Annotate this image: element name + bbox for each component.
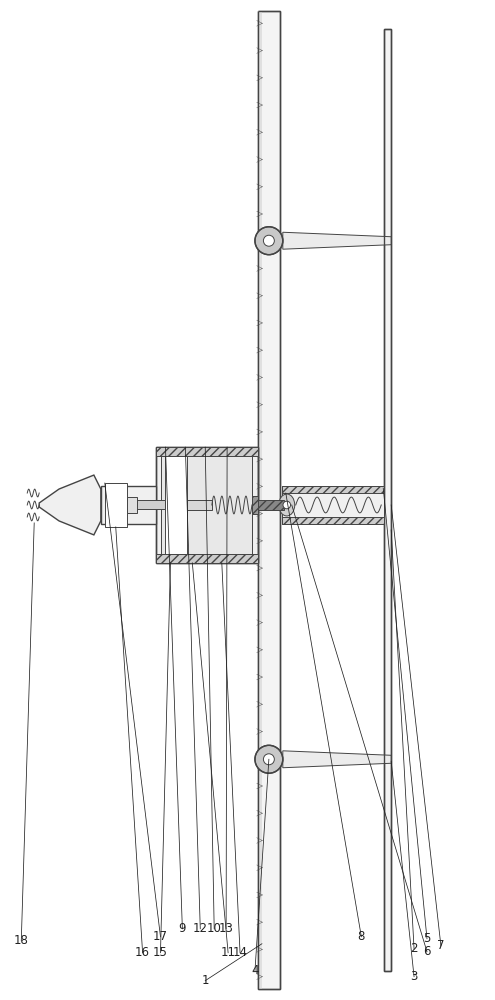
Text: 14: 14 (233, 946, 248, 959)
Text: 12: 12 (193, 922, 208, 935)
Bar (282, 486, 384, 493)
Bar (187, 500, 212, 510)
Ellipse shape (279, 494, 295, 516)
Polygon shape (283, 232, 391, 249)
Polygon shape (101, 486, 155, 524)
Bar (282, 486, 384, 524)
Text: 16: 16 (135, 946, 150, 959)
Bar (161, 456, 252, 554)
Text: 1: 1 (201, 974, 209, 987)
Bar (155, 447, 258, 563)
Text: 13: 13 (219, 922, 234, 935)
Bar (127, 500, 165, 509)
Text: 7: 7 (437, 939, 445, 952)
Circle shape (255, 227, 283, 255)
Bar (127, 497, 137, 513)
Text: 9: 9 (179, 922, 186, 935)
Text: 2: 2 (410, 942, 418, 955)
Bar (258, 500, 284, 510)
Text: 6: 6 (423, 945, 431, 958)
Polygon shape (39, 475, 101, 535)
Text: 15: 15 (153, 946, 168, 959)
Polygon shape (283, 751, 391, 768)
Text: 11: 11 (221, 946, 236, 959)
Bar (105, 483, 127, 527)
Text: 8: 8 (358, 930, 365, 943)
Bar (384, 29, 391, 971)
Text: 10: 10 (207, 922, 222, 935)
Text: 4: 4 (251, 964, 259, 977)
Bar (258, 11, 262, 989)
Text: 17: 17 (153, 930, 168, 943)
Bar (258, 11, 280, 989)
Circle shape (263, 235, 274, 246)
Text: 5: 5 (423, 932, 431, 945)
Bar (165, 456, 187, 554)
Circle shape (283, 501, 291, 509)
Bar (155, 447, 258, 456)
Bar (252, 496, 258, 514)
Bar (155, 554, 258, 563)
Circle shape (263, 754, 274, 765)
Bar (282, 517, 384, 524)
Text: 3: 3 (410, 970, 418, 983)
Text: 18: 18 (14, 934, 29, 947)
Circle shape (255, 745, 283, 773)
